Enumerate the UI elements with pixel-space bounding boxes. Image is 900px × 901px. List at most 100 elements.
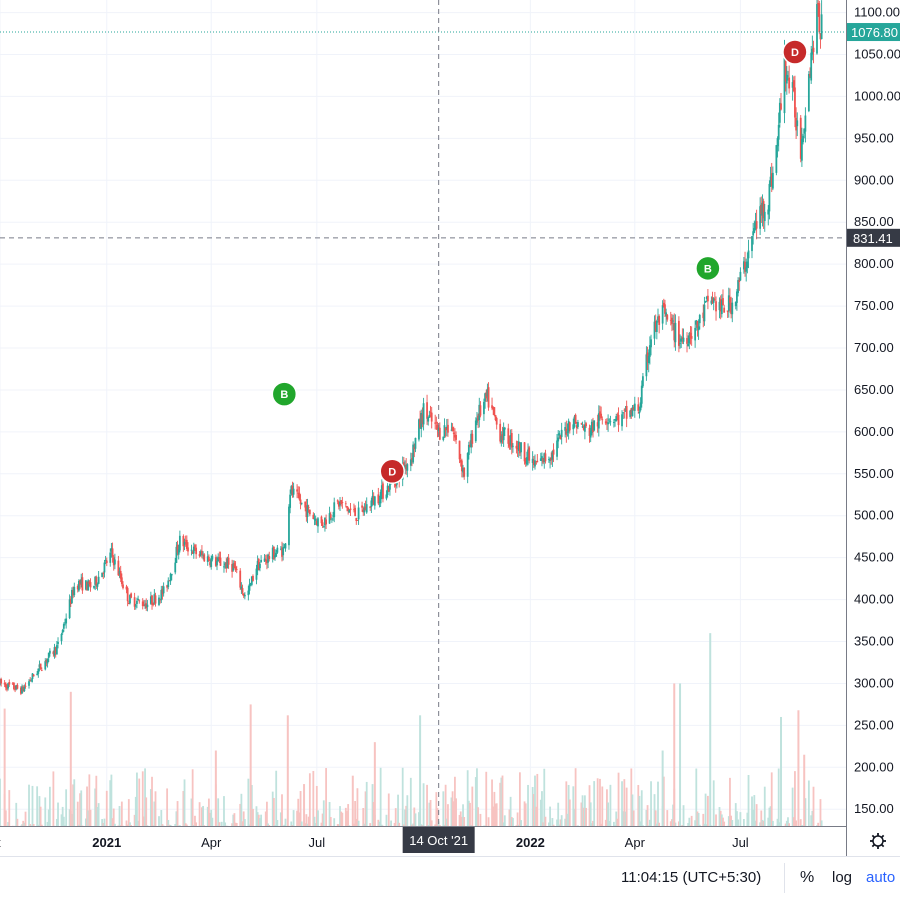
volume-bar bbox=[369, 823, 371, 826]
candle-body bbox=[707, 296, 709, 302]
volume-bar bbox=[496, 803, 498, 826]
candle-body bbox=[637, 404, 639, 410]
candle-body bbox=[182, 536, 184, 546]
candle-body bbox=[452, 427, 454, 431]
candle-body bbox=[228, 558, 230, 565]
volume-bar bbox=[439, 825, 441, 826]
log-scale-button[interactable]: log bbox=[832, 869, 852, 886]
volume-bar bbox=[218, 822, 220, 826]
candle-body bbox=[621, 414, 623, 426]
candle-body bbox=[323, 526, 325, 527]
candle-body bbox=[301, 503, 303, 504]
volume-bar bbox=[577, 825, 579, 826]
volume-bar bbox=[737, 819, 739, 826]
volume-bar bbox=[778, 768, 780, 826]
volume-bar bbox=[77, 802, 79, 826]
volume-bar bbox=[202, 806, 204, 826]
volume-bar bbox=[236, 823, 238, 826]
volume-bar bbox=[800, 819, 802, 826]
buy-marker[interactable]: B bbox=[272, 382, 296, 406]
event-markers[interactable]: B D B D bbox=[272, 40, 807, 483]
volume-bar bbox=[536, 774, 538, 826]
last-price-value: 1076.80 bbox=[851, 25, 898, 40]
volume-bar bbox=[330, 817, 332, 826]
candle-body bbox=[423, 403, 425, 424]
candle-body bbox=[102, 573, 104, 574]
price-tick-label: 750.00 bbox=[854, 298, 894, 313]
candle-body bbox=[374, 496, 376, 505]
candle-body bbox=[276, 548, 278, 553]
candle-body bbox=[634, 404, 636, 411]
volume-bar bbox=[300, 791, 302, 826]
volume-bar bbox=[480, 814, 482, 826]
price-axis[interactable]: 150.00200.00250.00300.00350.00400.00450.… bbox=[846, 0, 900, 856]
candle-body bbox=[816, 4, 818, 53]
candle-body bbox=[137, 599, 139, 600]
candle-body bbox=[769, 184, 771, 211]
time-tick-label: 2021 bbox=[92, 835, 121, 850]
candle-body bbox=[138, 601, 140, 602]
candle-body bbox=[722, 298, 724, 305]
candle-body bbox=[662, 305, 664, 323]
candle-body bbox=[558, 433, 560, 435]
volume-bar bbox=[662, 751, 664, 826]
candle-body bbox=[694, 328, 696, 341]
marker-label: B bbox=[280, 389, 288, 401]
candle-body bbox=[44, 661, 46, 669]
candle-body bbox=[705, 301, 707, 302]
volume-bar bbox=[626, 788, 628, 826]
dividend-marker[interactable]: D bbox=[783, 40, 807, 64]
volume-bar bbox=[713, 780, 715, 826]
candle-body bbox=[664, 304, 666, 313]
candle-body bbox=[40, 664, 42, 669]
volume-bar bbox=[63, 817, 65, 826]
price-tick-label: 700.00 bbox=[854, 340, 894, 355]
volume-bar bbox=[281, 794, 283, 826]
candle-body bbox=[163, 586, 165, 593]
candle-body bbox=[121, 577, 123, 584]
candle-body bbox=[608, 420, 610, 421]
volume-bar bbox=[410, 778, 412, 826]
volume-bar bbox=[402, 768, 404, 826]
volume-bar bbox=[426, 785, 428, 826]
volume-bar bbox=[431, 820, 433, 826]
candle-body bbox=[794, 87, 796, 117]
volume-bar bbox=[317, 810, 319, 826]
volume-bar bbox=[455, 798, 457, 826]
candle-body bbox=[203, 554, 205, 561]
candle-body bbox=[802, 136, 804, 142]
volume-bar bbox=[323, 800, 325, 826]
candle-body bbox=[23, 687, 25, 691]
volume-bar bbox=[130, 825, 132, 826]
volume-bar bbox=[771, 772, 773, 826]
dividend-marker[interactable]: D bbox=[380, 459, 404, 483]
time-axis[interactable]: t2021AprJul2022AprJul14 Oct '21 bbox=[0, 826, 846, 856]
candle-body bbox=[377, 494, 379, 503]
price-tick-label: 400.00 bbox=[854, 592, 894, 607]
volume-bar bbox=[275, 771, 277, 826]
volume-bar bbox=[184, 779, 186, 826]
volume-bar bbox=[215, 751, 217, 826]
candle-body bbox=[146, 605, 148, 607]
candle-body bbox=[63, 624, 65, 629]
auto-scale-button[interactable]: auto bbox=[866, 869, 895, 886]
buy-marker[interactable]: B bbox=[696, 256, 720, 280]
candle-body bbox=[442, 437, 444, 440]
volume-bar bbox=[488, 817, 490, 826]
candle-body bbox=[410, 459, 412, 465]
candle-body bbox=[81, 577, 83, 590]
price-tick-label: 500.00 bbox=[854, 508, 894, 523]
candle-body bbox=[330, 514, 332, 518]
candle-body bbox=[179, 536, 181, 551]
volume-bar bbox=[683, 805, 685, 826]
volume-bar bbox=[303, 784, 305, 826]
volume-bar bbox=[240, 794, 242, 826]
candle-body bbox=[787, 76, 789, 77]
volume-bar bbox=[419, 715, 421, 826]
candle-body bbox=[275, 553, 277, 557]
candle-body bbox=[581, 423, 583, 424]
volume-bar bbox=[610, 785, 612, 826]
volume-bar bbox=[223, 796, 225, 826]
percent-scale-button[interactable]: % bbox=[800, 869, 814, 887]
